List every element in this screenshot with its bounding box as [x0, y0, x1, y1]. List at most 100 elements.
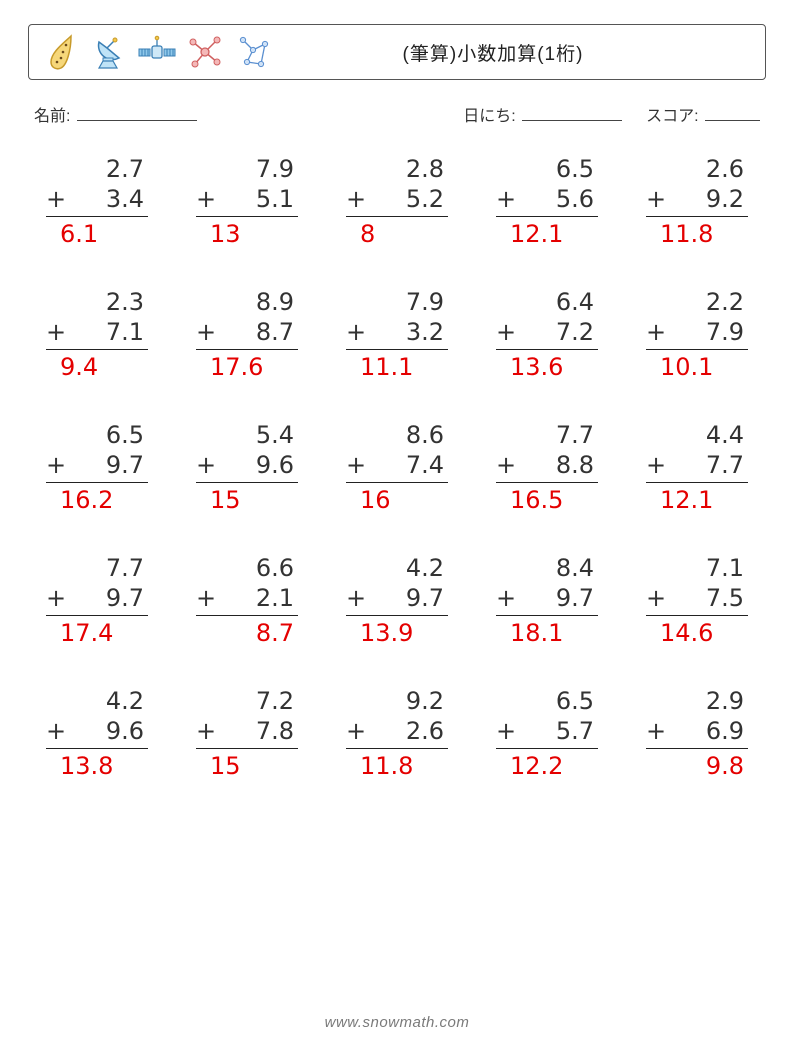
molecule-blue-icon	[233, 32, 273, 72]
operand-row: +6.9	[646, 716, 748, 749]
problem: 7.2+7.815	[196, 686, 298, 781]
header-box: (筆算)小数加算(1桁)	[28, 24, 766, 80]
operand-row: +7.2	[496, 317, 598, 350]
answer: 13	[196, 217, 298, 249]
operand-b: 5.7	[514, 716, 598, 746]
answer: 16.5	[496, 483, 598, 515]
operand-a: 7.2	[196, 686, 298, 716]
seed-icon	[41, 32, 81, 72]
operand-a: 9.2	[346, 686, 448, 716]
operand-row: +9.2	[646, 184, 748, 217]
operand-b: 3.2	[364, 317, 448, 347]
operand-row: +5.1	[196, 184, 298, 217]
answer: 8.7	[196, 616, 298, 648]
operand-b: 7.7	[664, 450, 748, 480]
problem: 4.4+7.712.1	[646, 420, 748, 515]
operand-row: +9.7	[46, 450, 148, 483]
problem: 2.2+7.910.1	[646, 287, 748, 382]
operand-a: 4.2	[46, 686, 148, 716]
operand-a: 2.2	[646, 287, 748, 317]
answer: 11.8	[646, 217, 748, 249]
answer: 8	[346, 217, 448, 249]
operand-b: 8.8	[514, 450, 598, 480]
operand-row: +9.7	[496, 583, 598, 616]
operand-row: +5.6	[496, 184, 598, 217]
answer: 11.1	[346, 350, 448, 382]
operand-b: 3.4	[64, 184, 148, 214]
plus-sign: +	[496, 317, 514, 347]
operand-b: 2.6	[364, 716, 448, 746]
plus-sign: +	[196, 716, 214, 746]
answer: 6.1	[46, 217, 148, 249]
operand-a: 5.4	[196, 420, 298, 450]
radar-icon	[89, 32, 129, 72]
plus-sign: +	[46, 184, 64, 214]
name-field: 名前:	[34, 102, 463, 126]
problem: 8.6+7.416	[346, 420, 448, 515]
operand-a: 2.7	[46, 154, 148, 184]
operand-a: 4.4	[646, 420, 748, 450]
answer: 15	[196, 483, 298, 515]
plus-sign: +	[196, 184, 214, 214]
operand-b: 9.6	[64, 716, 148, 746]
plus-sign: +	[46, 450, 64, 480]
date-blank	[522, 103, 622, 121]
operand-a: 4.2	[346, 553, 448, 583]
operand-a: 7.9	[346, 287, 448, 317]
operand-a: 7.9	[196, 154, 298, 184]
problem: 9.2+2.611.8	[346, 686, 448, 781]
plus-sign: +	[496, 716, 514, 746]
plus-sign: +	[346, 450, 364, 480]
answer: 18.1	[496, 616, 598, 648]
operand-b: 9.2	[664, 184, 748, 214]
answer: 12.2	[496, 749, 598, 781]
problem: 7.7+9.717.4	[46, 553, 148, 648]
problem: 2.8+5.28	[346, 154, 448, 249]
operand-a: 7.7	[496, 420, 598, 450]
operand-row: +5.7	[496, 716, 598, 749]
operand-a: 6.6	[196, 553, 298, 583]
answer: 12.1	[646, 483, 748, 515]
operand-row: +7.9	[646, 317, 748, 350]
name-label: 名前:	[34, 108, 70, 125]
problem: 7.7+8.816.5	[496, 420, 598, 515]
operand-row: +9.6	[46, 716, 148, 749]
problem: 4.2+9.713.9	[346, 553, 448, 648]
plus-sign: +	[646, 184, 664, 214]
operand-a: 8.4	[496, 553, 598, 583]
operand-row: +8.8	[496, 450, 598, 483]
score-blank	[705, 103, 760, 121]
score-label: スコア:	[646, 108, 698, 125]
worksheet-page: (筆算)小数加算(1桁) 名前: 日にち: スコア: 2.7+3.46.17.9…	[0, 0, 794, 1053]
plus-sign: +	[496, 583, 514, 613]
operand-row: +9.7	[346, 583, 448, 616]
plus-sign: +	[196, 317, 214, 347]
answer: 12.1	[496, 217, 598, 249]
satellite-icon	[137, 32, 177, 72]
operand-row: +7.1	[46, 317, 148, 350]
plus-sign: +	[346, 716, 364, 746]
operand-b: 9.7	[64, 583, 148, 613]
operand-b: 9.7	[364, 583, 448, 613]
operand-a: 6.5	[496, 154, 598, 184]
answer: 17.6	[196, 350, 298, 382]
plus-sign: +	[496, 450, 514, 480]
problem: 2.9+6.99.8	[646, 686, 748, 781]
problem: 6.6+2.18.7	[196, 553, 298, 648]
operand-b: 9.6	[214, 450, 298, 480]
operand-row: +7.7	[646, 450, 748, 483]
plus-sign: +	[46, 716, 64, 746]
operand-row: +3.2	[346, 317, 448, 350]
problem: 7.1+7.514.6	[646, 553, 748, 648]
problem: 4.2+9.613.8	[46, 686, 148, 781]
operand-a: 6.5	[496, 686, 598, 716]
problem: 7.9+5.113	[196, 154, 298, 249]
plus-sign: +	[646, 583, 664, 613]
operand-b: 6.9	[664, 716, 748, 746]
answer: 10.1	[646, 350, 748, 382]
answer: 9.8	[646, 749, 748, 781]
operand-row: +8.7	[196, 317, 298, 350]
operand-row: +5.2	[346, 184, 448, 217]
operand-b: 7.4	[364, 450, 448, 480]
operand-b: 7.8	[214, 716, 298, 746]
